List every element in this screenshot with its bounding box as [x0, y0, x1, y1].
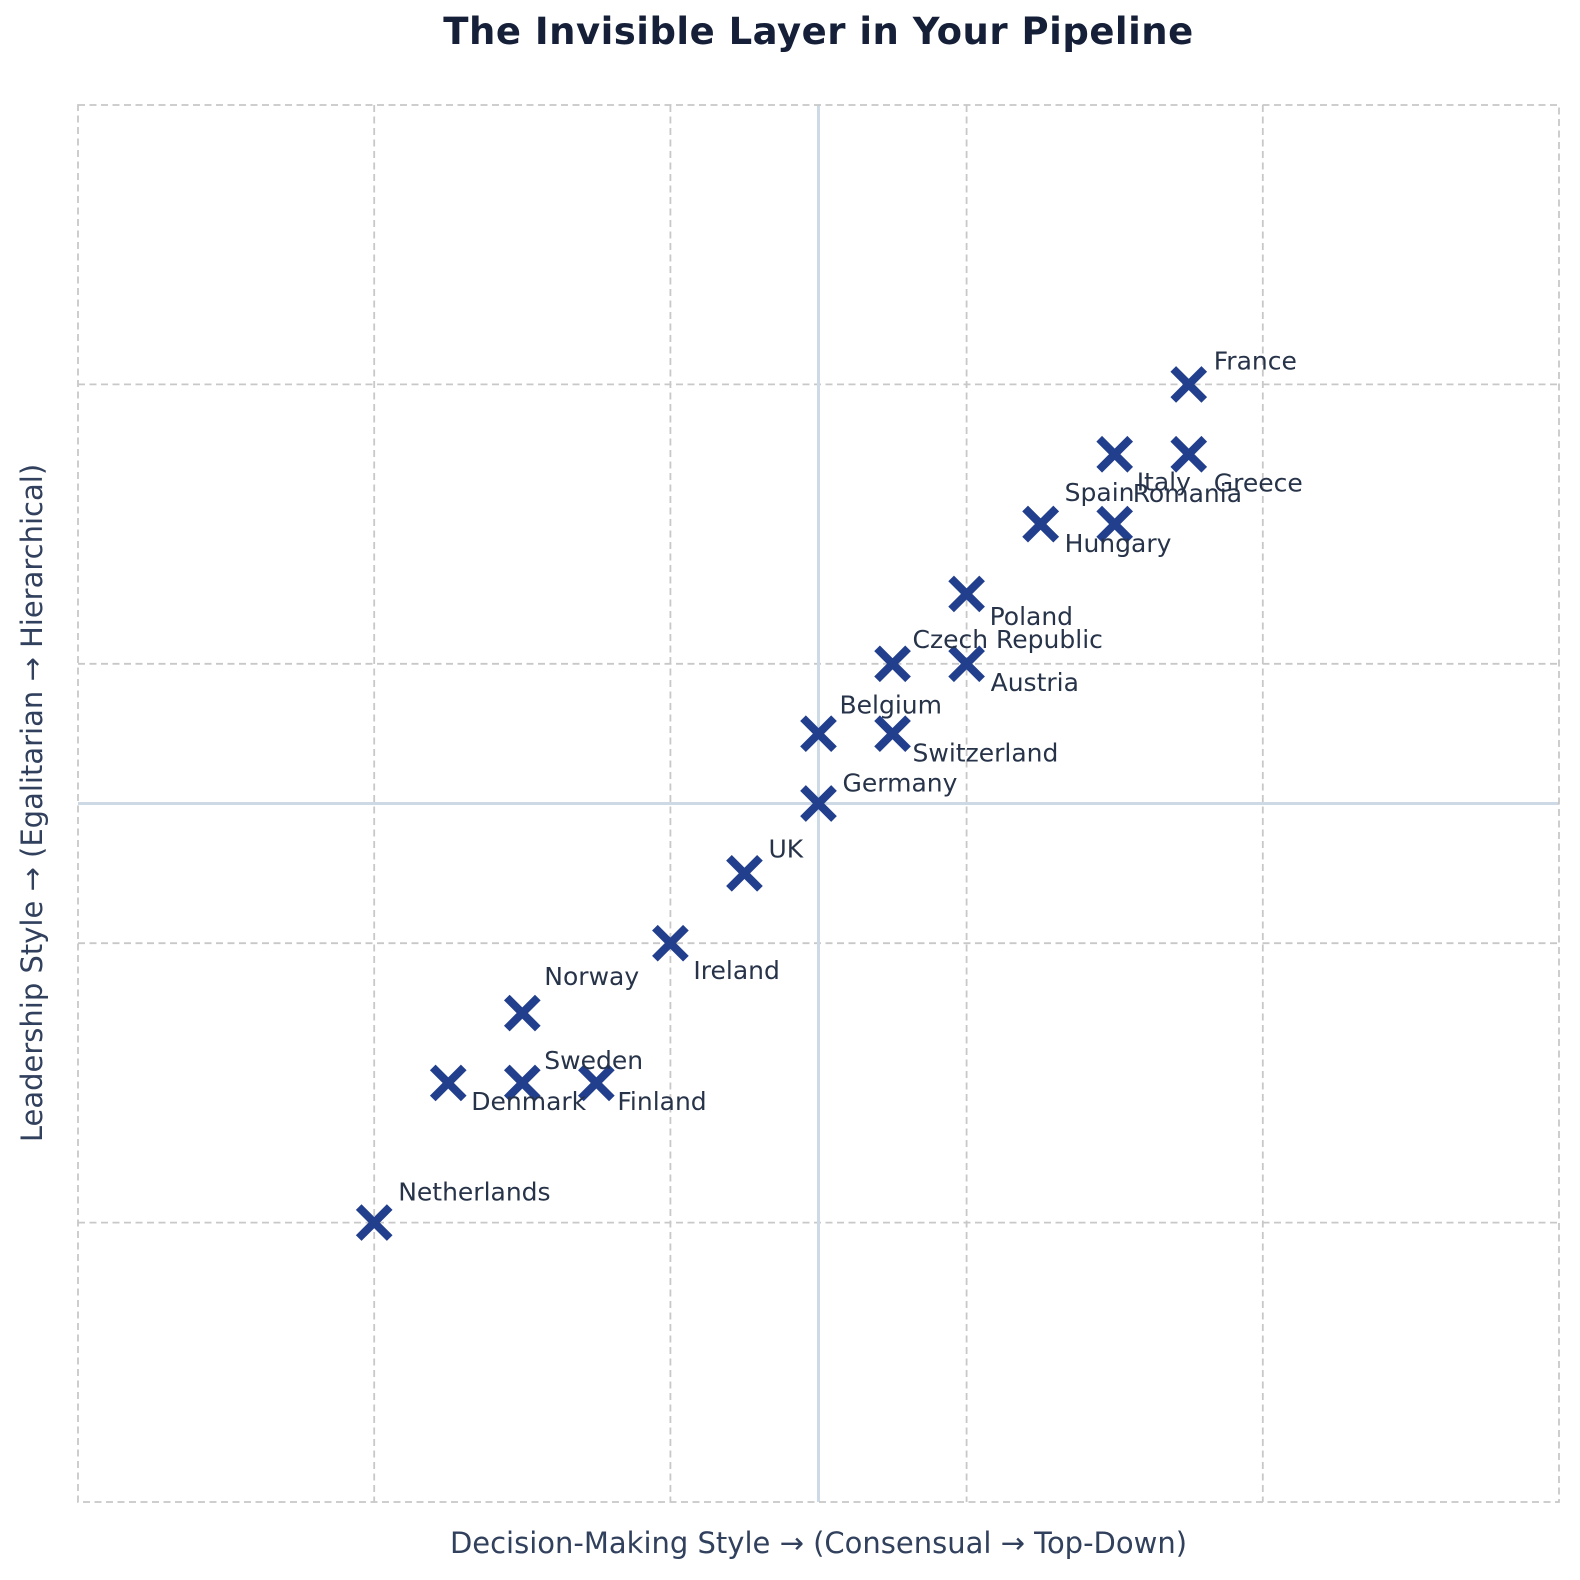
point-label-ireland: Ireland	[693, 956, 779, 985]
data-point-switzerland	[874, 715, 911, 752]
data-point-norway	[503, 994, 541, 1032]
data-point-ireland	[652, 924, 689, 962]
point-label-france: France	[1214, 346, 1297, 375]
data-point-hungary	[1022, 505, 1059, 543]
point-label-austria: Austria	[991, 668, 1079, 697]
point-label-spain: Spain	[1065, 478, 1135, 507]
point-labels: France Italy Greece Spain Hungary Romania Pola…	[398, 346, 1303, 1206]
data-point-belgium	[800, 715, 837, 752]
point-label-greece: Greece	[1214, 468, 1303, 497]
data-point-uk	[726, 855, 763, 892]
point-label-netherlands: Netherlands	[398, 1178, 550, 1207]
data-point-germany	[800, 785, 837, 822]
data-point-finland	[578, 1064, 615, 1102]
data-point-netherlands	[355, 1204, 393, 1241]
point-label-germany: Germany	[843, 769, 958, 798]
data-point-austria	[948, 645, 985, 683]
point-label-poland: Poland	[990, 602, 1073, 631]
data-point-denmark	[429, 1064, 467, 1102]
point-label-switzerland: Switzerland	[913, 739, 1059, 768]
point-label-belgium: Belgium	[840, 691, 943, 720]
point-label-romania: Romania	[1133, 479, 1242, 508]
chart-title: The Invisible Layer in Your Pipeline	[443, 10, 1194, 53]
point-label-czech-republic: Czech Republic	[913, 625, 1103, 654]
x-axis-label: Decision-Making Style → (Consensual → To…	[449, 1526, 1188, 1560]
data-points	[355, 366, 1208, 1241]
data-point-sweden	[503, 1064, 541, 1102]
data-point-france	[1170, 366, 1208, 403]
plot-border	[77, 104, 1560, 1503]
y-axis-label: Leadership Style → (Egalitarian → Hierar…	[15, 463, 49, 1143]
point-label-uk: UK	[768, 834, 803, 863]
point-label-norway: Norway	[544, 962, 639, 991]
data-point-italy	[1096, 435, 1134, 473]
data-point-romania	[1096, 505, 1134, 543]
point-label-italy: Italy	[1137, 467, 1191, 496]
data-point-czech-republic	[874, 645, 911, 683]
point-label-hungary: Hungary	[1065, 529, 1172, 558]
data-point-poland	[948, 575, 985, 613]
data-point-greece	[1170, 435, 1208, 473]
point-label-denmark: Denmark	[471, 1087, 586, 1116]
point-label-finland: Finland	[617, 1087, 706, 1116]
point-label-sweden: Sweden	[544, 1046, 643, 1075]
